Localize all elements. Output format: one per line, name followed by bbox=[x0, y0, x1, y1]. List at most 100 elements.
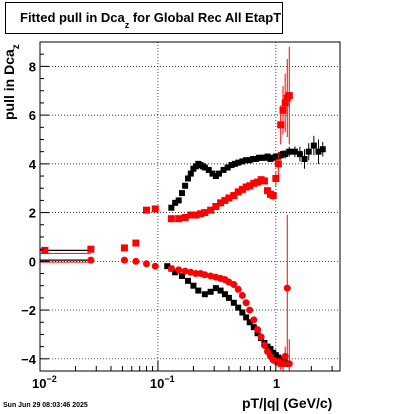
data-point bbox=[239, 309, 246, 316]
data-point bbox=[230, 299, 237, 306]
data-point bbox=[310, 142, 317, 149]
plot-area bbox=[40, 42, 340, 371]
data-point bbox=[217, 287, 224, 294]
data-point bbox=[205, 166, 212, 173]
data-point bbox=[285, 92, 293, 100]
data-point bbox=[230, 280, 238, 288]
y-tick-label: 0 bbox=[29, 254, 36, 269]
x-tick-label: 10−2 bbox=[32, 374, 57, 391]
data-point bbox=[235, 304, 242, 311]
data-point bbox=[305, 148, 312, 155]
y-tick-label: 8 bbox=[29, 59, 36, 74]
plot-frame bbox=[39, 41, 341, 372]
data-point bbox=[217, 199, 225, 207]
data-point bbox=[267, 346, 274, 353]
data-point bbox=[172, 199, 179, 206]
data-point bbox=[286, 148, 293, 155]
data-point bbox=[274, 160, 282, 168]
data-point bbox=[201, 164, 208, 171]
data-point bbox=[87, 256, 95, 264]
data-point bbox=[207, 206, 215, 214]
data-point bbox=[164, 263, 171, 270]
data-point bbox=[185, 277, 192, 284]
data-point bbox=[175, 215, 183, 223]
chart-title-main: Fitted pull in Dca bbox=[20, 10, 125, 25]
data-point bbox=[120, 256, 128, 264]
data-point bbox=[291, 148, 298, 155]
data-point bbox=[151, 205, 159, 213]
data-point bbox=[221, 196, 229, 204]
data-point bbox=[238, 185, 246, 193]
data-point bbox=[254, 330, 261, 337]
data-point bbox=[285, 360, 293, 368]
data-point bbox=[192, 211, 200, 219]
y-tick-label: −4 bbox=[21, 352, 37, 367]
chart-title-rest: for Global Rec All EtapT bbox=[129, 10, 282, 25]
data-point bbox=[315, 148, 322, 155]
data-point bbox=[250, 324, 257, 331]
data-point bbox=[243, 314, 250, 321]
data-point bbox=[178, 272, 185, 279]
data-point bbox=[282, 151, 289, 158]
data-point bbox=[120, 244, 128, 252]
data-point bbox=[234, 285, 242, 293]
data-point bbox=[264, 187, 272, 195]
data-point bbox=[212, 173, 219, 180]
data-point bbox=[257, 333, 265, 341]
data-point bbox=[281, 99, 289, 107]
data-point bbox=[319, 146, 326, 153]
data-point bbox=[151, 262, 159, 270]
data-point bbox=[246, 319, 253, 326]
data-point bbox=[234, 188, 242, 196]
chart-title: Fitted pull in Dcaz for Global Rec All E… bbox=[20, 10, 282, 30]
data-point bbox=[195, 287, 202, 294]
y-axis-label-main: pull in Dca bbox=[1, 49, 17, 120]
data-point bbox=[250, 316, 258, 324]
data-point bbox=[261, 154, 268, 161]
data-point bbox=[221, 291, 228, 298]
data-point bbox=[238, 291, 246, 299]
data-point bbox=[242, 183, 250, 191]
y-tick-label: 2 bbox=[29, 206, 36, 221]
data-point bbox=[167, 265, 175, 273]
data-point bbox=[187, 170, 194, 177]
data-point bbox=[207, 288, 214, 295]
data-point bbox=[279, 106, 287, 114]
data-point bbox=[175, 197, 182, 204]
data-point bbox=[168, 204, 175, 211]
data-point bbox=[246, 157, 253, 164]
data-point bbox=[181, 213, 189, 221]
data-point bbox=[260, 341, 268, 349]
data-point bbox=[272, 174, 280, 182]
data-point bbox=[201, 209, 209, 217]
data-point bbox=[175, 266, 183, 274]
x-axis-label: pT/|q| (GeV/c) bbox=[242, 395, 333, 411]
chart-title-box: Fitted pull in Dcaz for Global Rec All E… bbox=[5, 2, 283, 34]
data-point bbox=[230, 192, 238, 200]
data-point bbox=[250, 179, 258, 187]
data-point bbox=[216, 170, 223, 177]
data-point bbox=[269, 192, 277, 200]
data-point bbox=[87, 245, 95, 253]
data-point bbox=[185, 175, 192, 182]
timestamp: Sun Jun 29 08:03:46 2025 bbox=[3, 402, 88, 409]
chart-title-subscript: z bbox=[124, 20, 130, 30]
data-point bbox=[225, 294, 232, 301]
data-point bbox=[212, 203, 220, 210]
data-point bbox=[231, 160, 238, 167]
data-point bbox=[296, 151, 303, 158]
y-axis-label: pull in Dcaz bbox=[1, 44, 22, 120]
data-point bbox=[167, 215, 175, 223]
data-point bbox=[235, 159, 242, 166]
data-point bbox=[142, 206, 150, 214]
data-point bbox=[301, 155, 308, 162]
data-point bbox=[254, 178, 262, 186]
y-tick-label: 4 bbox=[29, 157, 37, 172]
data-point bbox=[187, 211, 195, 219]
y-tick-label: −2 bbox=[21, 303, 36, 318]
data-point bbox=[41, 246, 49, 254]
data-point bbox=[207, 272, 215, 280]
data-point bbox=[132, 257, 140, 265]
data-point bbox=[220, 166, 227, 173]
